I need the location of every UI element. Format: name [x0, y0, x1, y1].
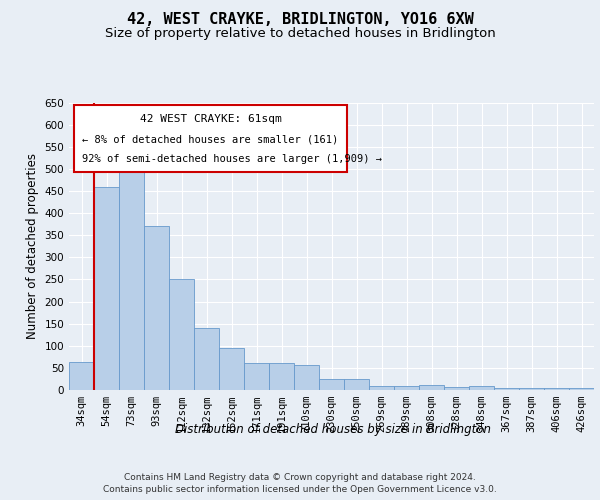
- Bar: [569, 388, 594, 390]
- Text: Distribution of detached houses by size in Bridlington: Distribution of detached houses by size …: [175, 422, 491, 436]
- FancyBboxPatch shape: [74, 106, 347, 172]
- Bar: [144, 226, 169, 390]
- Bar: [419, 384, 444, 390]
- Bar: [444, 387, 469, 390]
- Text: 42, WEST CRAYKE, BRIDLINGTON, YO16 6XW: 42, WEST CRAYKE, BRIDLINGTON, YO16 6XW: [127, 12, 473, 28]
- Bar: [69, 362, 94, 390]
- Bar: [269, 364, 294, 390]
- Bar: [119, 160, 144, 390]
- Bar: [244, 364, 269, 390]
- Bar: [94, 188, 119, 390]
- Text: ← 8% of detached houses are smaller (161): ← 8% of detached houses are smaller (161…: [82, 134, 338, 144]
- Text: Contains HM Land Registry data © Crown copyright and database right 2024.: Contains HM Land Registry data © Crown c…: [124, 472, 476, 482]
- Bar: [394, 386, 419, 390]
- Bar: [219, 348, 244, 390]
- Text: 92% of semi-detached houses are larger (1,909) →: 92% of semi-detached houses are larger (…: [82, 154, 382, 164]
- Bar: [194, 328, 219, 390]
- Text: Size of property relative to detached houses in Bridlington: Size of property relative to detached ho…: [104, 28, 496, 40]
- Bar: [369, 386, 394, 390]
- Bar: [494, 388, 519, 390]
- Y-axis label: Number of detached properties: Number of detached properties: [26, 153, 39, 340]
- Bar: [544, 388, 569, 390]
- Bar: [344, 379, 369, 390]
- Bar: [319, 379, 344, 390]
- Text: Contains public sector information licensed under the Open Government Licence v3: Contains public sector information licen…: [103, 485, 497, 494]
- Bar: [519, 388, 544, 390]
- Bar: [169, 280, 194, 390]
- Text: 42 WEST CRAYKE: 61sqm: 42 WEST CRAYKE: 61sqm: [140, 114, 281, 124]
- Bar: [469, 386, 494, 390]
- Bar: [294, 365, 319, 390]
